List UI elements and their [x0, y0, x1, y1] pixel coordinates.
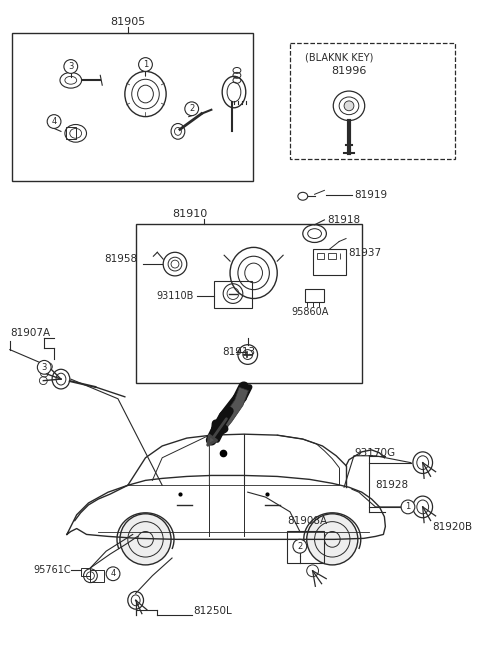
Bar: [66, 128, 76, 140]
Text: 81905: 81905: [110, 17, 145, 28]
Ellipse shape: [344, 101, 354, 111]
Circle shape: [106, 567, 120, 580]
Text: 81958: 81958: [105, 254, 138, 264]
Text: 3: 3: [42, 363, 47, 372]
Text: 93110B: 93110B: [156, 291, 193, 301]
Text: 81937: 81937: [348, 248, 381, 258]
Circle shape: [120, 514, 171, 565]
Circle shape: [47, 115, 61, 128]
Text: 2: 2: [297, 542, 302, 551]
Bar: [316, 253, 324, 259]
Text: 81919: 81919: [354, 190, 387, 200]
Circle shape: [64, 60, 78, 73]
Text: 4: 4: [110, 569, 116, 578]
Bar: [136, 224, 362, 383]
Bar: [290, 43, 455, 159]
Circle shape: [307, 514, 358, 565]
Text: 95761C: 95761C: [33, 565, 71, 575]
Text: 81928: 81928: [375, 480, 408, 491]
Text: 81996: 81996: [331, 66, 367, 77]
Circle shape: [139, 58, 152, 71]
Bar: [287, 531, 324, 563]
Text: 81920B: 81920B: [432, 521, 473, 532]
Text: 93170G: 93170G: [354, 448, 395, 458]
Bar: [90, 570, 104, 582]
Text: 81910: 81910: [172, 209, 207, 219]
Circle shape: [37, 360, 51, 374]
Bar: [81, 568, 90, 576]
Circle shape: [185, 102, 199, 116]
Text: 2: 2: [189, 104, 194, 113]
Text: (BLAKNK KEY): (BLAKNK KEY): [305, 52, 373, 63]
Text: 81907A: 81907A: [10, 328, 50, 338]
Bar: [214, 281, 252, 309]
Bar: [12, 33, 252, 181]
Circle shape: [401, 500, 415, 514]
Circle shape: [293, 539, 307, 553]
Text: 1: 1: [405, 502, 410, 512]
Text: 1: 1: [143, 60, 148, 69]
Text: 81913: 81913: [222, 346, 255, 356]
Bar: [305, 289, 324, 303]
Text: 81918: 81918: [327, 215, 360, 225]
Text: 95860A: 95860A: [291, 307, 328, 317]
Text: 4: 4: [51, 117, 57, 126]
Text: 81250L: 81250L: [193, 606, 232, 616]
Text: 81908A: 81908A: [287, 515, 327, 526]
Bar: [312, 250, 346, 275]
Text: 3: 3: [68, 62, 73, 71]
Polygon shape: [212, 387, 249, 436]
Bar: [328, 253, 336, 259]
